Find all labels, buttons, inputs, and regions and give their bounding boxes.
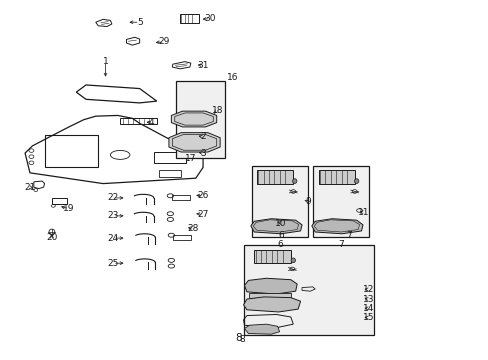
Text: 8: 8 xyxy=(235,333,242,343)
Polygon shape xyxy=(250,219,302,234)
Text: 25: 25 xyxy=(107,259,118,268)
Text: 28: 28 xyxy=(187,224,199,233)
Text: 17: 17 xyxy=(185,154,196,163)
Bar xyxy=(251,166,307,237)
Bar xyxy=(249,293,290,298)
Text: 27: 27 xyxy=(197,210,208,219)
Text: 12: 12 xyxy=(363,285,374,294)
Text: 11: 11 xyxy=(358,208,369,217)
Text: 10: 10 xyxy=(275,219,286,228)
Polygon shape xyxy=(171,111,216,127)
Text: 26: 26 xyxy=(197,191,208,200)
Bar xyxy=(120,118,157,125)
Text: 7: 7 xyxy=(338,240,343,249)
Text: 6: 6 xyxy=(278,231,284,240)
Polygon shape xyxy=(244,324,279,334)
Polygon shape xyxy=(243,297,300,312)
Text: 31: 31 xyxy=(197,61,208,70)
Text: 18: 18 xyxy=(211,105,223,114)
Ellipse shape xyxy=(292,179,296,183)
Bar xyxy=(173,235,190,240)
Text: 30: 30 xyxy=(204,14,216,23)
Text: 5: 5 xyxy=(137,18,142,27)
Bar xyxy=(172,195,189,200)
Bar xyxy=(318,170,354,184)
Bar xyxy=(256,170,293,184)
Bar xyxy=(176,81,224,158)
Bar xyxy=(254,249,290,263)
Text: 20: 20 xyxy=(46,233,58,242)
Polygon shape xyxy=(311,219,362,234)
Text: 24: 24 xyxy=(107,234,118,243)
Text: 22: 22 xyxy=(107,193,118,202)
Text: 9: 9 xyxy=(305,197,310,206)
Text: 4: 4 xyxy=(149,118,154,127)
Text: 21: 21 xyxy=(24,183,36,192)
Bar xyxy=(44,135,98,167)
Bar xyxy=(52,198,66,204)
Text: 16: 16 xyxy=(226,73,238,82)
Text: 1: 1 xyxy=(102,57,108,66)
Text: 13: 13 xyxy=(363,294,374,303)
Ellipse shape xyxy=(290,258,295,263)
Text: 23: 23 xyxy=(107,211,118,220)
Text: 15: 15 xyxy=(363,313,374,322)
Polygon shape xyxy=(244,278,297,294)
Text: 6: 6 xyxy=(277,240,283,249)
Text: 8: 8 xyxy=(239,335,244,344)
Ellipse shape xyxy=(354,179,358,183)
Bar xyxy=(312,166,368,237)
Polygon shape xyxy=(168,133,220,152)
Bar xyxy=(154,152,185,163)
Text: 19: 19 xyxy=(63,204,75,213)
Text: 14: 14 xyxy=(363,304,374,313)
Bar xyxy=(180,14,198,23)
Bar xyxy=(244,245,373,335)
Text: 2: 2 xyxy=(200,132,205,141)
Text: 3: 3 xyxy=(200,149,205,158)
Bar xyxy=(159,170,181,177)
Text: 7: 7 xyxy=(346,231,351,240)
Text: 29: 29 xyxy=(158,37,169,46)
